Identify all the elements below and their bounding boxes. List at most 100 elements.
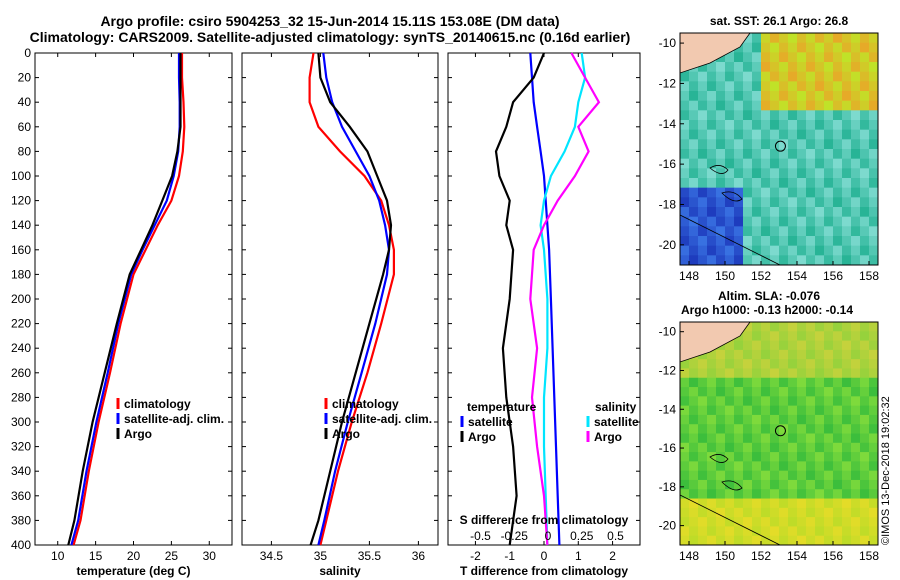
sla-map-cell [851,396,861,407]
sst-map-cell [734,187,744,198]
sla-map-cell [869,461,879,472]
sst-map-cell [698,245,708,256]
sla-map-cell [743,368,753,379]
sla-map-cell [725,396,735,407]
sla-map-cell [788,396,798,407]
sla-map-cell [698,498,708,509]
sla-map-cell [833,368,843,379]
sst-map-y-tick-label: -12 [659,76,677,90]
sst-map-cell [698,226,708,237]
sst-map-cell [716,226,726,237]
sla-map-cell [734,452,744,462]
sst-map-cell [851,197,861,208]
sla-map-cell [833,331,843,342]
sla-map-cell [752,377,762,388]
sst-map-cell [680,129,690,140]
sst-map-cell [761,110,771,121]
sla-map-cell [851,331,861,342]
sst-map-cell [788,216,798,227]
sst-map-cell [770,255,780,266]
sst-map-cell [860,226,870,237]
sst-map-cell [806,158,816,169]
sst-map-cell [734,81,744,92]
sst-map-cell [734,100,744,111]
sla-map-cell [707,498,717,509]
sst-map-argo-marker [774,140,786,152]
sst-map-cell [698,129,708,140]
sla-map-cell [824,349,834,360]
sst-map-cell [788,129,798,140]
sla-map-cell [716,517,726,527]
sla-map-cell [689,526,699,537]
sla-map-cell [716,377,726,388]
sla-map-x-tick-label: 154 [787,549,807,563]
sst-map-x-tick-label: 150 [715,269,735,283]
sla-map-cell [743,396,753,407]
sst-map-cell [734,236,744,247]
sst-map-cell [680,255,690,266]
sst-map-cell [860,197,870,208]
sst-map-cell [851,33,861,44]
sla-map-cell [860,340,870,351]
sst-map-cell [680,216,690,227]
sst-map-cell [869,42,879,53]
sla-map-cell [797,349,807,360]
sla-map-cell [815,535,825,546]
sla-map-cell [716,498,726,509]
sla-map-cell [689,452,699,462]
sst-map-cell [752,139,762,150]
sst-map-cell [860,52,870,63]
sla-map-cell [743,377,753,388]
sla-map-cell [842,461,852,472]
temperature-profile-legend-label: Argo [124,427,152,441]
sla-map-cell [779,387,789,397]
sla-map-cell [815,359,825,369]
salinity-profile-series-line [309,52,393,546]
sla-map-cell [824,331,834,342]
sst-map-cell [788,158,798,169]
sst-map-cell [833,178,843,189]
sla-map-cell [752,507,762,518]
sla-map-cell [779,340,789,351]
sla-map-cell [779,396,789,407]
sst-map-cell [806,52,816,63]
sla-map-cell [842,405,852,416]
sst-map-cell [815,33,825,44]
sst-map-cell [725,158,735,169]
sla-map-cell [851,433,861,444]
sst-map-cell [797,178,807,189]
sla-map-cell [797,433,807,444]
sla-map-cell [689,498,699,509]
sst-map-cell [842,129,852,140]
sla-map-cell [779,331,789,342]
sst-map-cell [734,216,744,227]
sst-map-cell [815,42,825,53]
sst-map-cell [761,178,771,189]
sla-map-cell [761,470,771,481]
sla-map-cell [698,470,708,481]
sst-map-cell [707,91,717,102]
sst-map-cell [851,178,861,189]
sla-map-cell [797,368,807,379]
sst-map-cell [770,236,780,247]
sst-map-cell [734,129,744,140]
sla-map-cell [752,322,762,332]
sst-map-cell [770,168,780,179]
sla-map-y-tick-label: -20 [659,519,677,533]
sst-map-cell [680,110,690,121]
sst-map-cell [716,129,726,140]
sla-map-cell [734,470,744,481]
sla-map-cell [725,526,735,537]
sla-map-cell [689,387,699,397]
sla-map-cell [770,424,780,434]
sst-map-cell [833,42,843,53]
sla-map-cell [680,359,690,369]
sst-map-cell [806,91,816,102]
sla-map-cell [779,377,789,388]
sst-map-cell [842,197,852,208]
sla-map-cell [788,340,798,351]
sla-map-cell [689,535,699,546]
sst-map-cell [788,110,798,121]
legend-title-temperature: temperature [467,400,537,414]
sla-map-cell [743,507,753,518]
